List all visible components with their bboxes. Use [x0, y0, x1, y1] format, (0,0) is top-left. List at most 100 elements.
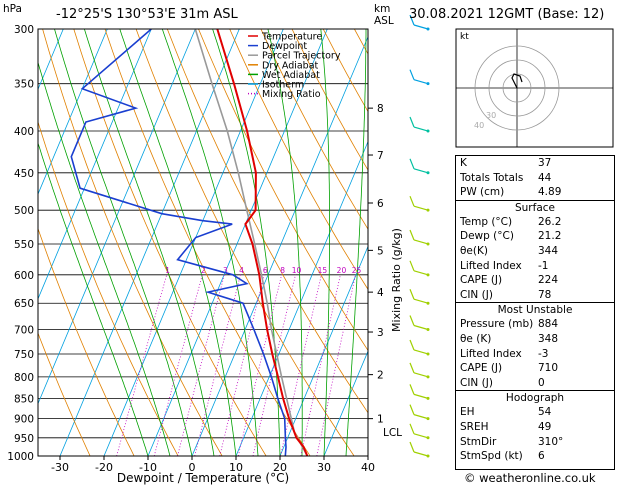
- wind-barb-flag: [409, 229, 415, 241]
- mixing-ratio-axis-label: Mixing Ratio (g/kg): [390, 228, 403, 332]
- km-unit-label: ASL: [374, 15, 394, 27]
- pressure-tick-label: 550: [14, 239, 34, 251]
- mixing-ratio-label: 6: [263, 266, 268, 275]
- most-unstable-row: CIN (J) 0: [456, 376, 614, 391]
- mixing-ratio-label: 20: [337, 266, 347, 275]
- hodograph-value: 6: [538, 450, 545, 463]
- mixing-ratio-label: 4: [239, 266, 244, 275]
- pressure-tick-label: 500: [14, 205, 34, 217]
- km-tick-label: 6: [377, 198, 384, 210]
- isotherm-line: [103, 29, 284, 456]
- dry-adiabat-line: [229, 29, 368, 291]
- surface-row: Temp (°C) 26.2: [456, 215, 614, 230]
- isotherm-line: [59, 29, 240, 456]
- wind-barb-dot: [426, 436, 430, 440]
- mixing-ratio-line: [219, 274, 265, 456]
- surface-label: CAPE (J): [460, 274, 503, 287]
- hodograph-row: StmSpd (kt) 6: [456, 449, 614, 464]
- temperature-line: [216, 29, 309, 456]
- hodograph-ring-label: 30: [486, 111, 496, 120]
- mixing-ratio-line: [194, 274, 241, 456]
- most-unstable-value: 884: [538, 318, 559, 331]
- mixing-ratio-label: 3: [223, 266, 228, 275]
- hodograph-row: SREH 49: [456, 420, 614, 435]
- hodograph-value: 49: [538, 420, 552, 433]
- legend-label: Parcel Trajectory: [262, 51, 341, 62]
- pressure-tick-label: 300: [14, 24, 34, 36]
- isotherm-line: [38, 29, 152, 300]
- wind-barb-flag: [409, 288, 415, 300]
- pressure-tick-label: 900: [14, 414, 34, 426]
- wind-barb-flag: [409, 195, 415, 207]
- wind-barb-flag: [409, 260, 415, 272]
- surface-value: 78: [538, 288, 552, 301]
- mixing-ratio-label: 25: [352, 266, 362, 275]
- isotherm-line: [279, 245, 368, 456]
- footer-credit: © weatheronline.co.uk: [464, 471, 596, 485]
- pressure-tick-label: 750: [14, 349, 34, 361]
- km-tick-label: 4: [377, 287, 384, 299]
- mixing-ratio-line: [153, 274, 203, 456]
- index-value: 44: [538, 171, 552, 184]
- surface-row: θe(K) 344: [456, 244, 614, 259]
- wind-barb-flag: [409, 362, 415, 374]
- wind-barb: [413, 451, 429, 457]
- wind-barb-dot: [426, 129, 430, 133]
- wind-barb-dot: [426, 82, 430, 86]
- x-tick-label: -30: [51, 461, 69, 474]
- dry-adiabat-line: [73, 29, 267, 456]
- km-tick-label: 1: [377, 414, 384, 426]
- wet-adiabat-line: [320, 29, 331, 456]
- wind-barb-dot: [426, 375, 430, 379]
- wet-adiabat-line: [161, 29, 259, 456]
- most-unstable-label: CAPE (J): [460, 362, 503, 375]
- km-unit-label: km: [374, 3, 390, 15]
- wind-barb-dot: [426, 352, 430, 356]
- most-unstable-row: θe (K) 348: [456, 332, 614, 347]
- x-tick-label: 20: [273, 461, 287, 474]
- pressure-tick-label: 350: [14, 79, 34, 91]
- legend-label: Dewpoint: [262, 41, 307, 52]
- most-unstable-title: Most Unstable: [456, 302, 614, 317]
- dry-adiabat-line: [38, 227, 135, 456]
- wind-barb-dot: [426, 396, 430, 400]
- km-tick-label: 7: [377, 150, 384, 162]
- x-tick-label: -10: [139, 461, 157, 474]
- most-unstable-label: CIN (J): [460, 376, 493, 389]
- hodograph-label: StmDir: [460, 435, 497, 448]
- isotherm-line: [323, 350, 368, 456]
- parcel-trajectory-line: [194, 29, 309, 456]
- wind-barb: [413, 168, 429, 174]
- pressure-tick-label: 850: [14, 393, 34, 405]
- wind-barb-flag: [409, 339, 415, 351]
- wind-barb-dot: [426, 208, 430, 212]
- wind-barb-dot: [426, 273, 430, 277]
- dewpoint-line: [70, 29, 287, 456]
- surface-value: -1: [538, 259, 549, 272]
- header-datetime: 30.08.2021 12GMT (Base: 12): [409, 7, 605, 22]
- pressure-tick-label: 650: [14, 298, 34, 310]
- index-label: PW (cm): [460, 186, 505, 199]
- mixing-ratio-label: 15: [318, 266, 328, 275]
- wet-adiabat-line: [267, 29, 303, 456]
- index-label: K: [460, 157, 467, 169]
- pressure-tick-label: 800: [14, 372, 34, 384]
- wind-barb: [413, 298, 429, 304]
- pressure-tick-label: 450: [14, 168, 34, 180]
- surface-row: CAPE (J) 224: [456, 273, 614, 288]
- indices-panel: K 37 Totals Totals 44 PW (cm) 4.89 Surface Te…: [455, 155, 615, 470]
- pressure-unit-label: hPa: [3, 3, 22, 15]
- hodograph-row: StmDir 310°: [456, 435, 614, 450]
- surface-label: θe(K): [460, 244, 488, 257]
- legend-label: Mixing Ratio: [262, 89, 321, 100]
- lcl-label: LCL: [383, 427, 402, 439]
- wind-barb-dot: [426, 454, 430, 458]
- most-unstable-label: Pressure (mb): [460, 318, 534, 331]
- most-unstable-label: Lifted Index: [460, 347, 522, 360]
- wet-adiabat-line: [212, 29, 281, 456]
- wind-barb: [413, 126, 429, 132]
- isotherm-line: [38, 29, 196, 405]
- hodograph-ring: [488, 59, 546, 117]
- dry-adiabat-line: [135, 29, 355, 456]
